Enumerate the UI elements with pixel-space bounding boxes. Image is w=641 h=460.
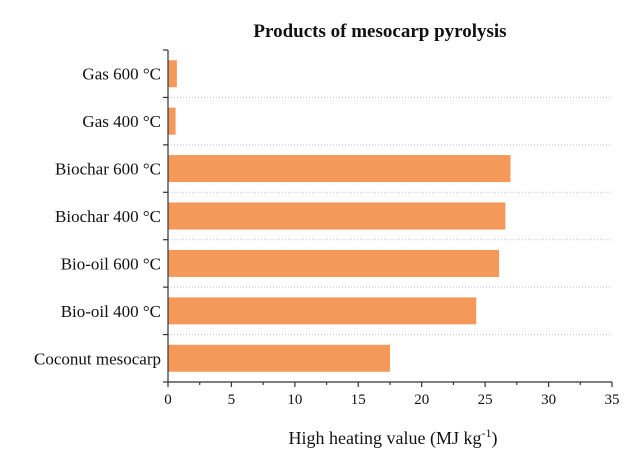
bar — [168, 107, 176, 135]
bars — [168, 60, 511, 372]
x-axis-label-suffix: ) — [491, 428, 497, 449]
category-labels: Gas 600 °C Gas 400 °C Biochar 600 °C Biocha… — [34, 65, 161, 369]
chart-title: Products of mesocarp pyrolysis — [253, 21, 506, 42]
category-label: Biochar 600 °C — [55, 160, 161, 179]
x-tick-label: 35 — [605, 392, 620, 408]
bar — [168, 297, 477, 325]
category-label: Biochar 400 °C — [55, 207, 161, 226]
x-tick-label: 10 — [287, 392, 302, 408]
bar — [168, 202, 506, 230]
x-tick-label: 15 — [351, 392, 366, 408]
x-axis-label-superscript: -1 — [481, 426, 491, 440]
bar — [168, 60, 177, 88]
bar — [168, 249, 500, 277]
x-tick-label: 0 — [164, 392, 172, 408]
category-label: Bio-oil 400 °C — [61, 302, 161, 321]
category-label: Coconut mesocarp — [34, 349, 161, 368]
category-label: Gas 400 °C — [82, 112, 161, 131]
bar — [168, 155, 511, 183]
x-tick-label: 5 — [228, 392, 236, 408]
x-axis-label-text: High heating value (MJ kg — [289, 428, 482, 449]
bar — [168, 344, 390, 372]
x-axis-label: High heating value (MJ kg-1) — [289, 426, 498, 449]
category-label: Gas 600 °C — [82, 65, 161, 84]
x-tick-label: 20 — [414, 392, 429, 408]
x-tick-label: 25 — [478, 392, 493, 408]
gridlines — [168, 96, 612, 383]
axes: 0 5 10 15 20 25 30 35 — [163, 49, 620, 408]
category-label: Bio-oil 600 °C — [61, 254, 161, 273]
x-tick-label: 30 — [541, 392, 556, 408]
